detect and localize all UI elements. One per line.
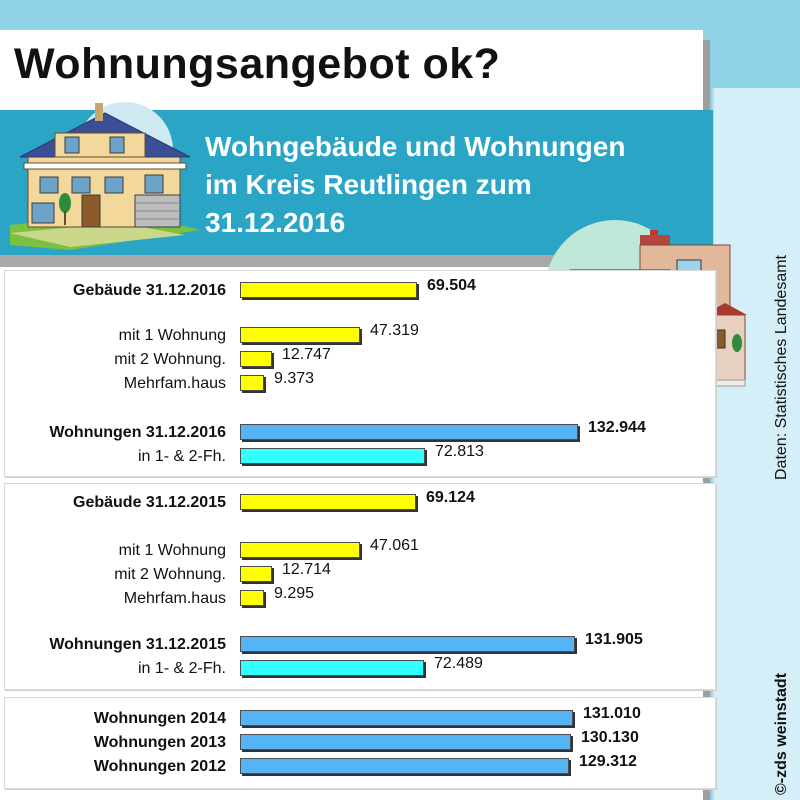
page-title: Wohnungsangebot ok? [14, 40, 501, 88]
bar [240, 542, 360, 558]
panel-2016 [4, 270, 716, 477]
value-label: 72.813 [435, 443, 484, 460]
subtitle-line-2: im Kreis Reutlingen zum [205, 169, 532, 200]
bar [240, 375, 264, 391]
category-label: Wohnungen 31.12.2015 [49, 636, 226, 653]
bar [240, 734, 571, 750]
bar [240, 660, 424, 676]
panel-2015 [4, 483, 716, 690]
category-label: mit 2 Wohnung. [114, 566, 226, 583]
value-label: 131.010 [583, 705, 641, 722]
category-label: mit 1 Wohnung [118, 327, 226, 344]
value-label: 130.130 [581, 729, 639, 746]
category-label: Wohnungen 2014 [93, 710, 226, 727]
subtitle-line-1: Wohngebäude und Wohnungen [205, 131, 626, 162]
category-label: Mehrfam.haus [123, 375, 226, 392]
chart-subtitle: Wohngebäude und Wohnungen im Kreis Reutl… [205, 128, 705, 242]
category-label: Mehrfam.haus [123, 590, 226, 607]
house-illustration-icon [10, 102, 200, 250]
category-label: Gebäude 31.12.2015 [73, 494, 226, 511]
value-label: 12.747 [282, 346, 331, 363]
source-credit: Daten: Statistisches Landesamt [773, 254, 790, 480]
value-label: 47.061 [370, 537, 419, 554]
category-label: in 1- & 2-Fh. [137, 660, 226, 677]
value-label: 47.319 [370, 322, 419, 339]
value-label: 72.489 [434, 655, 483, 672]
category-label: Gebäude 31.12.2016 [73, 282, 226, 299]
copyright-credit: ©-zds weinstadt [773, 672, 790, 795]
category-label: Wohnungen 2013 [93, 734, 226, 751]
value-label: 12.714 [282, 561, 331, 578]
value-label: 9.295 [274, 585, 315, 602]
value-label: 131.905 [585, 631, 643, 648]
bar [240, 424, 578, 440]
value-label: 69.124 [426, 489, 475, 506]
category-label: mit 1 Wohnung [118, 542, 226, 559]
category-label: Wohnungen 31.12.2016 [49, 424, 226, 441]
value-label: 9.373 [274, 370, 315, 387]
bar [240, 448, 425, 464]
value-label: 129.312 [579, 753, 637, 770]
category-label: mit 2 Wohnung. [114, 351, 226, 368]
subtitle-line-3: 31.12.2016 [205, 207, 346, 238]
bar [240, 327, 360, 343]
bar [240, 494, 416, 510]
bar [240, 566, 272, 582]
bar [240, 758, 569, 774]
category-label: Wohnungen 2012 [93, 758, 226, 775]
bar [240, 710, 573, 726]
bar [240, 636, 575, 652]
bar [240, 351, 272, 367]
banner-shadow [0, 255, 713, 267]
value-label: 132.944 [588, 419, 646, 436]
value-label: 69.504 [427, 277, 476, 294]
category-label: in 1- & 2-Fh. [137, 448, 226, 465]
bar [240, 590, 264, 606]
bar [240, 282, 417, 298]
